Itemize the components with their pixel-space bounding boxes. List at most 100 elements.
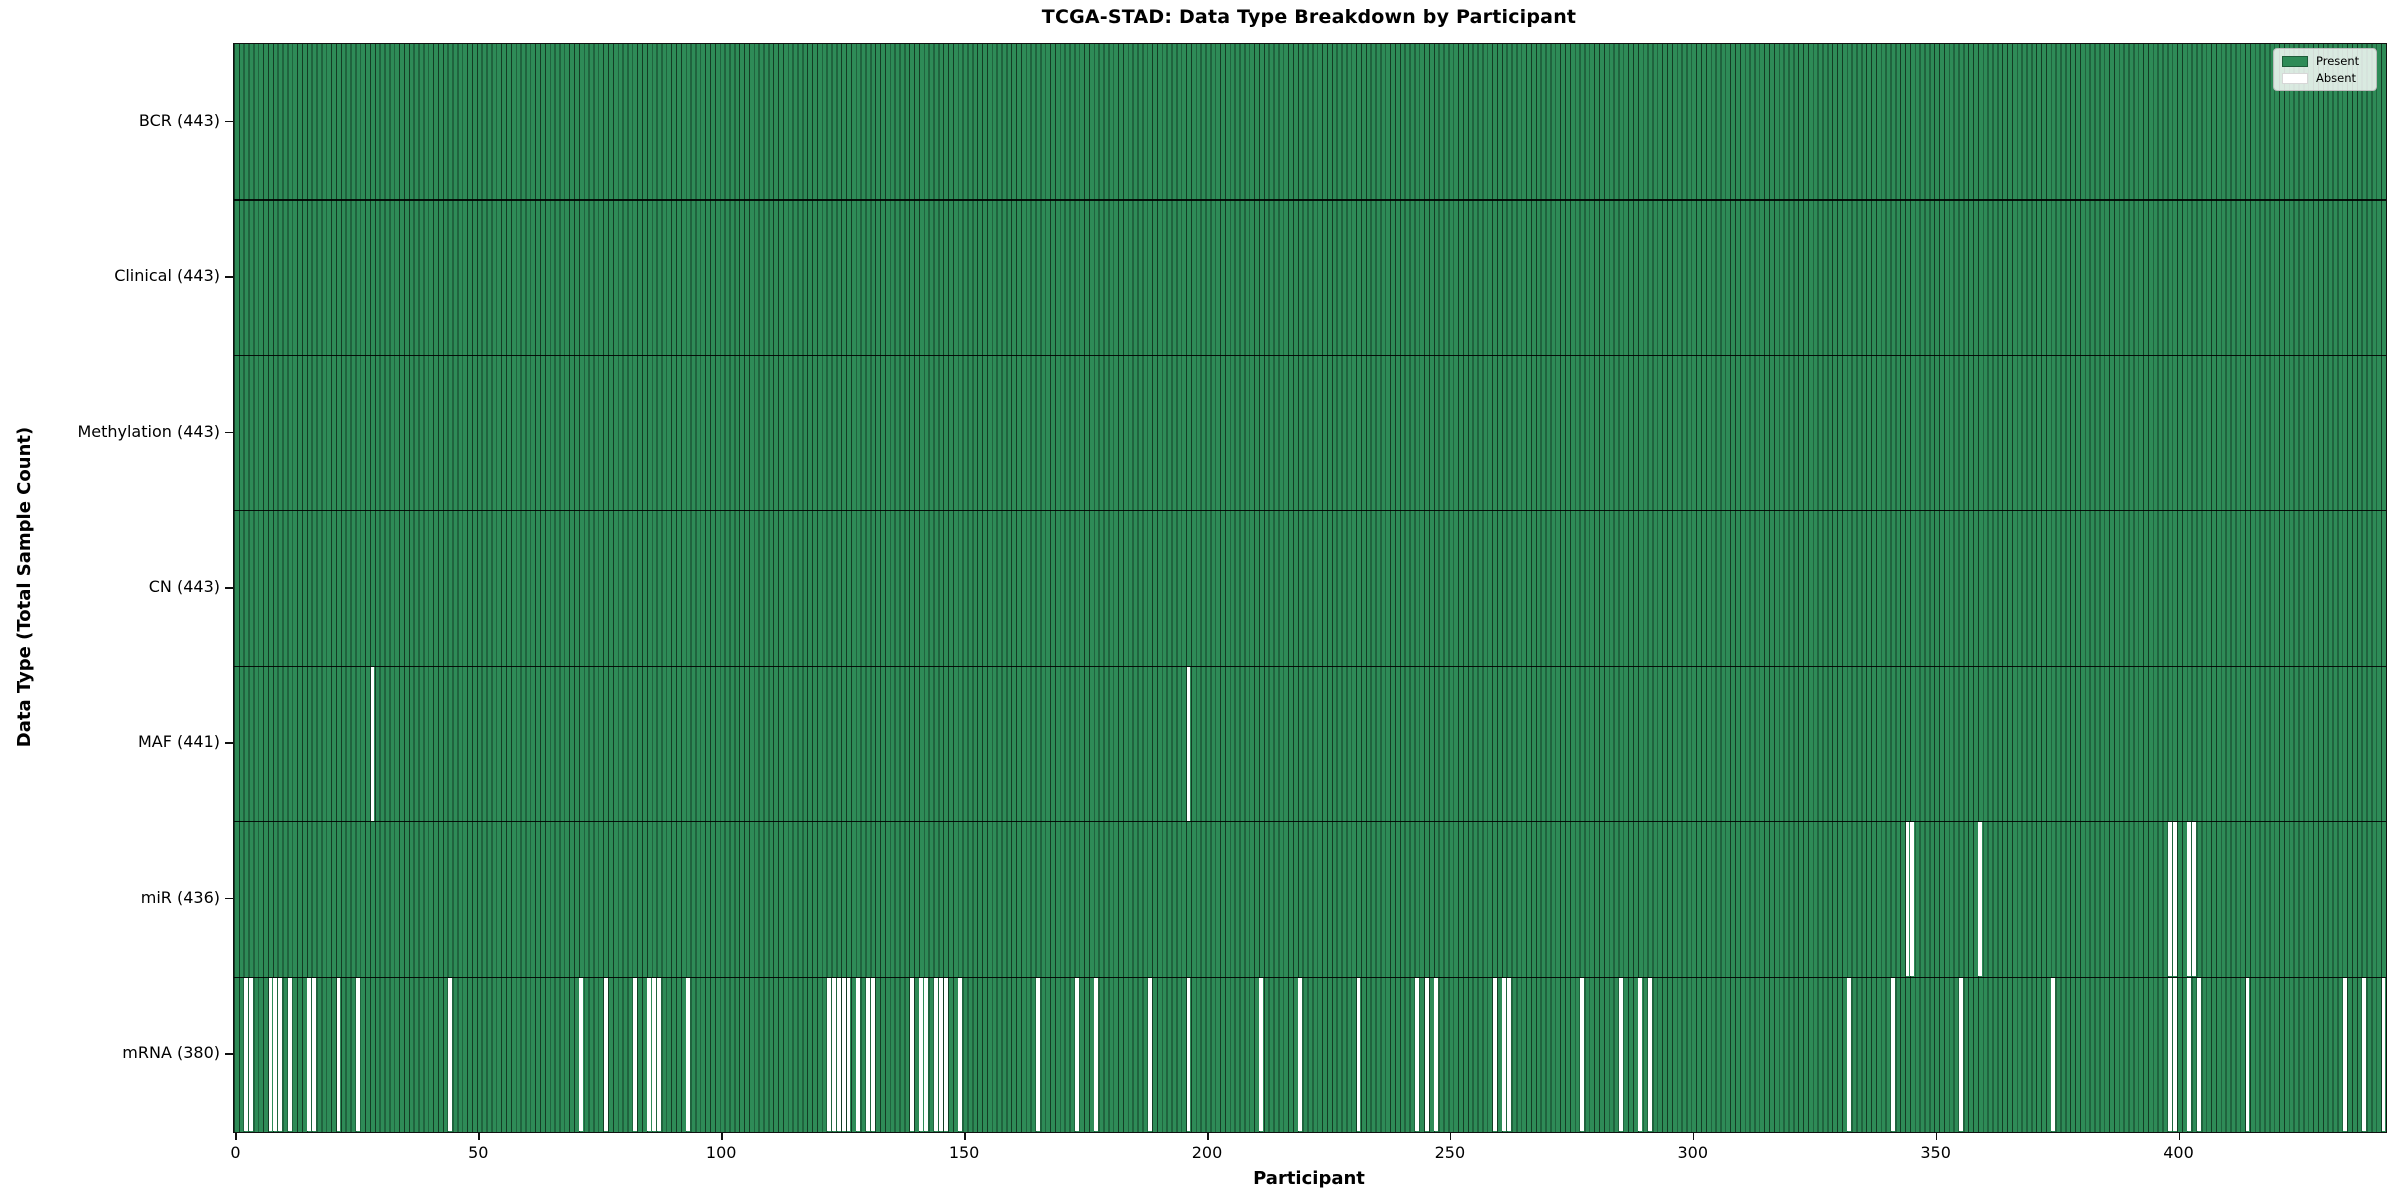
x-tick — [964, 1132, 966, 1141]
y-tick — [225, 431, 233, 434]
absent-bar-miR-359 — [1978, 822, 1983, 977]
x-tick — [235, 1132, 238, 1141]
x-tick — [1449, 1132, 1452, 1141]
absent-bar-miR-345 — [1910, 822, 1915, 977]
absent-bar-mRNA-398 — [2167, 977, 2172, 1132]
absent-bar-mRNA-146 — [943, 977, 948, 1132]
chart-title: TCGA-STAD: Data Type Breakdown by Partic… — [1041, 6, 1577, 28]
legend: Present Absent — [2273, 48, 2377, 91]
legend-item-absent: Absent — [2282, 72, 2368, 84]
x-axis-label: Participant — [1253, 1168, 1365, 1189]
absent-bar-mRNA-442 — [2381, 977, 2386, 1132]
x-tick — [1692, 1132, 1695, 1141]
absent-bar-mRNA-125 — [841, 977, 846, 1132]
absent-bar-mRNA-247 — [1434, 977, 1439, 1132]
absent-bar-mRNA-139 — [909, 977, 914, 1132]
absent-bar-mRNA-259 — [1492, 977, 1497, 1132]
x-tick — [721, 1132, 723, 1141]
absent-bar-mRNA-7 — [268, 977, 273, 1132]
x-tick — [1935, 1132, 1938, 1141]
absent-bar-mRNA-438 — [2362, 977, 2367, 1132]
row-divider — [234, 821, 2386, 823]
absent-bar-mRNA-8 — [273, 977, 278, 1132]
absent-bar-mRNA-277 — [1580, 977, 1584, 1132]
absent-bar-mRNA-25 — [355, 977, 360, 1132]
y-tick-label-Clinical: Clinical (443) — [114, 266, 220, 286]
absent-bar-mRNA-21 — [336, 977, 341, 1132]
row-divider — [234, 665, 2386, 667]
x-tick — [478, 1132, 480, 1141]
x-tick-label-300: 300 — [1677, 1143, 1709, 1162]
y-tick-label-BCR: BCR (443) — [138, 110, 220, 130]
y-tick — [225, 587, 233, 589]
absent-bar-mRNA-16 — [312, 977, 317, 1132]
absent-bar-mRNA-15 — [307, 977, 312, 1132]
legend-swatch-present — [2282, 55, 2308, 67]
absent-bar-mRNA-145 — [938, 977, 943, 1132]
x-tick-label-400: 400 — [2163, 1143, 2194, 1162]
absent-bar-mRNA-341 — [1891, 977, 1895, 1132]
absent-bar-mRNA-291 — [1648, 977, 1652, 1132]
absent-bar-mRNA-149 — [958, 977, 963, 1132]
y-tick-label-miR: miR (436) — [140, 887, 220, 907]
absent-bar-mRNA-130 — [866, 977, 870, 1132]
absent-bar-mRNA-261 — [1502, 977, 1507, 1132]
absent-bar-mRNA-374 — [2051, 977, 2056, 1132]
absent-bar-mRNA-414 — [2245, 977, 2250, 1132]
absent-bar-mRNA-332 — [1847, 977, 1852, 1132]
y-tick — [225, 276, 233, 278]
absent-bar-mRNA-128 — [856, 977, 861, 1132]
absent-bar-mRNA-131 — [870, 977, 875, 1132]
x-tick-label-0: 0 — [230, 1143, 241, 1162]
legend-label-present: Present — [2316, 54, 2360, 68]
plot-area — [234, 44, 2386, 1132]
absent-bar-mRNA-399 — [2172, 977, 2177, 1132]
x-tick — [2178, 1132, 2181, 1141]
absent-bar-mRNA-245 — [1424, 977, 1429, 1132]
absent-bar-mRNA-355 — [1959, 977, 1963, 1132]
absent-bar-mRNA-141 — [919, 977, 924, 1132]
x-tick-label-250: 250 — [1434, 1143, 1466, 1162]
absent-bar-mRNA-262 — [1507, 977, 1512, 1132]
absent-bar-mRNA-219 — [1298, 977, 1303, 1132]
legend-label-absent: Absent — [2316, 71, 2357, 85]
absent-bar-mRNA-188 — [1147, 977, 1152, 1132]
legend-item-present: Present — [2282, 55, 2368, 67]
x-tick-label-150: 150 — [948, 1143, 980, 1162]
absent-bar-mRNA-144 — [934, 977, 938, 1132]
absent-bar-miR-399 — [2172, 822, 2177, 977]
y-tick — [225, 742, 233, 745]
absent-bar-mRNA-9 — [278, 977, 283, 1132]
absent-bar-miR-402 — [2187, 822, 2192, 977]
absent-bar-mRNA-173 — [1074, 977, 1079, 1132]
absent-bar-mRNA-71 — [579, 977, 584, 1132]
absent-bar-mRNA-165 — [1036, 977, 1040, 1132]
absent-bar-mRNA-86 — [652, 977, 657, 1132]
row-divider — [234, 199, 2386, 201]
absent-bar-mRNA-404 — [2197, 977, 2201, 1132]
absent-bar-mRNA-11 — [287, 977, 292, 1132]
row-divider — [234, 510, 2386, 512]
absent-bar-mRNA-285 — [1618, 977, 1623, 1132]
absent-bar-mRNA-76 — [603, 977, 608, 1132]
x-tick-label-200: 200 — [1191, 1143, 1223, 1162]
x-tick-label-50: 50 — [468, 1143, 489, 1162]
absent-bar-miR-403 — [2192, 822, 2197, 977]
y-tick-label-mRNA: mRNA (380) — [122, 1043, 220, 1063]
y-tick — [225, 120, 233, 123]
absent-bar-mRNA-289 — [1638, 977, 1643, 1132]
absent-bar-mRNA-177 — [1094, 977, 1099, 1132]
legend-swatch-absent — [2282, 72, 2308, 84]
absent-bar-mRNA-124 — [836, 977, 841, 1132]
absent-bar-mRNA-87 — [657, 977, 661, 1132]
absent-bar-mRNA-196 — [1186, 977, 1191, 1132]
absent-bar-mRNA-85 — [647, 977, 652, 1132]
x-tick — [1206, 1132, 1209, 1141]
absent-bar-mRNA-2 — [244, 977, 249, 1132]
absent-bar-mRNA-243 — [1414, 977, 1419, 1132]
absent-bar-mRNA-44 — [448, 977, 453, 1132]
row-divider — [234, 976, 2386, 978]
y-tick-label-Methylation: Methylation (443) — [77, 421, 220, 441]
absent-bar-mRNA-3 — [249, 977, 253, 1132]
